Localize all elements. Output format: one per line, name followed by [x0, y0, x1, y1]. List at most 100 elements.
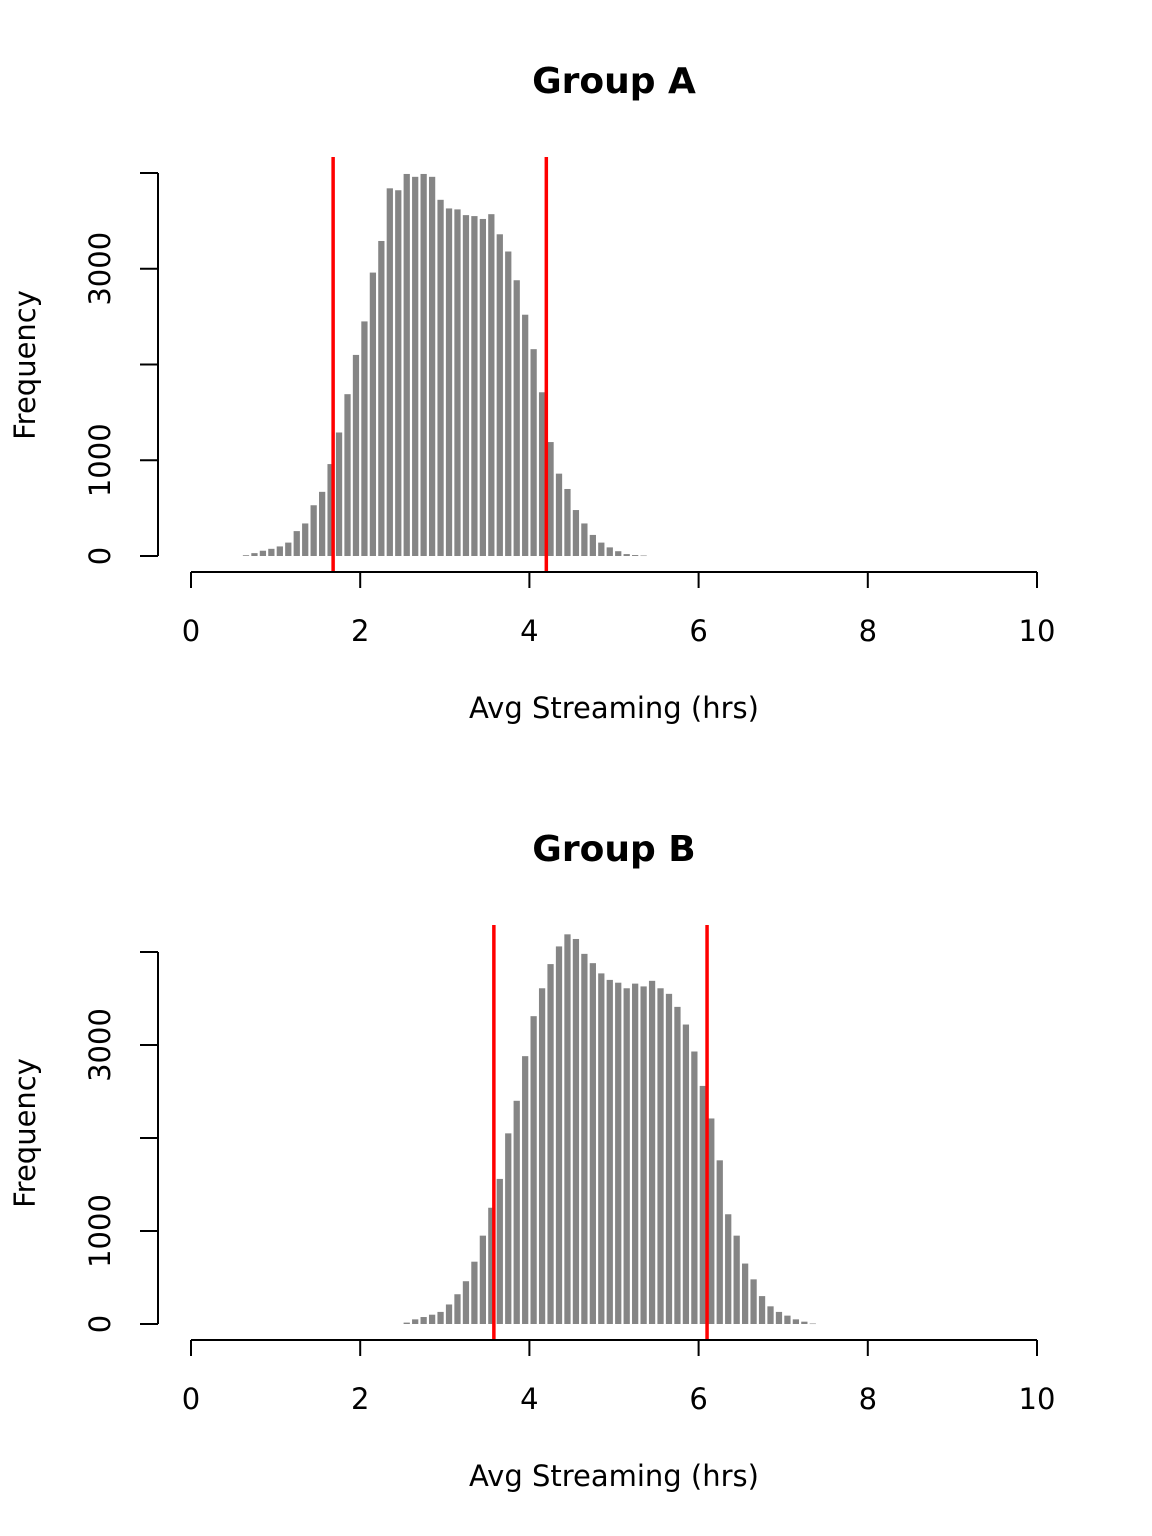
histogram-bar — [310, 505, 317, 556]
histogram-bar — [412, 1319, 419, 1324]
histogram-bar — [505, 1133, 512, 1324]
histogram-bar — [665, 993, 673, 1324]
y-tick-label: 1000 — [83, 423, 117, 497]
histogram-bar — [632, 983, 639, 1324]
histogram-bar — [335, 432, 343, 556]
histogram-bar — [538, 392, 546, 556]
histogram-bar — [623, 554, 630, 556]
histogram-bar — [259, 550, 267, 556]
x-tick-label: 0 — [182, 1382, 200, 1416]
x-tick-label: 8 — [859, 614, 877, 648]
histogram-bar — [742, 1263, 749, 1324]
x-axis-label: Avg Streaming (hrs) — [469, 1459, 759, 1493]
histogram-bar — [471, 1261, 478, 1324]
histogram-bar — [674, 1006, 681, 1324]
histogram-bar — [462, 215, 470, 556]
histogram-bar — [725, 1214, 732, 1324]
histogram-bar — [682, 1024, 690, 1324]
histogram-bar — [632, 555, 639, 556]
histogram-bar — [302, 523, 309, 556]
histogram-bar — [479, 218, 486, 556]
histogram-bar — [437, 1311, 444, 1324]
histogram-panel-group-b: Group B 0 2 4 6 8 10 0 1000 3000 Avg Streaming … — [8, 829, 1055, 1493]
histogram-bar — [403, 173, 410, 556]
y-axis: 0 1000 3000 — [83, 172, 159, 565]
y-tick-label: 3000 — [83, 1008, 117, 1082]
histogram-bar — [369, 272, 377, 556]
histogram-bar — [522, 1056, 529, 1324]
histogram-bar — [615, 982, 622, 1324]
histogram-bars — [403, 934, 816, 1325]
histogram-bar — [606, 547, 613, 556]
histogram-bar — [471, 216, 478, 556]
histogram-bar — [420, 1317, 427, 1324]
histogram-bar — [733, 1235, 740, 1324]
x-tick-label: 10 — [1019, 1382, 1056, 1416]
x-tick-label: 4 — [520, 1382, 538, 1416]
histogram-bar — [598, 973, 605, 1324]
histogram-bar — [775, 1311, 783, 1324]
x-tick-label: 8 — [859, 1382, 877, 1416]
histogram-bar — [708, 1118, 715, 1324]
x-tick-label: 2 — [351, 614, 369, 648]
histogram-bars — [242, 173, 647, 557]
histogram-bar — [640, 986, 647, 1324]
histogram-bar — [319, 491, 326, 556]
histogram-bar — [420, 173, 427, 556]
histogram-panel-group-a: Group A 0 2 4 6 8 10 0 1000 3000 Avg Streaming … — [8, 61, 1055, 725]
histogram-bar — [572, 510, 580, 556]
histogram-bar — [589, 534, 596, 556]
histogram-bar — [623, 988, 630, 1324]
y-tick-label: 0 — [83, 1315, 117, 1333]
y-tick-label: 1000 — [83, 1194, 117, 1268]
histogram-bar — [268, 548, 275, 556]
x-tick-label: 10 — [1019, 614, 1056, 648]
histogram-bar — [530, 1016, 537, 1324]
histogram-bar — [572, 938, 580, 1324]
histogram-bar — [505, 251, 512, 556]
histogram-bar — [750, 1279, 757, 1324]
histogram-bar — [547, 964, 554, 1324]
histogram-bar — [428, 1314, 436, 1324]
histogram-bar — [488, 1207, 495, 1324]
histogram-bar — [530, 349, 537, 556]
histogram-bar — [454, 209, 461, 556]
y-axis: 0 1000 3000 — [83, 951, 159, 1333]
histogram-bar — [513, 1100, 520, 1324]
histogram-bar — [767, 1306, 774, 1324]
histogram-bar — [809, 1323, 816, 1325]
histogram-bar — [454, 1294, 461, 1324]
histogram-bar — [555, 473, 563, 556]
histogram-bar — [547, 442, 554, 556]
histogram-bar — [513, 280, 520, 556]
histogram-bar — [479, 1235, 486, 1324]
histogram-bar — [598, 542, 605, 556]
histogram-bar — [792, 1319, 800, 1324]
reference-lines — [492, 925, 709, 1340]
histogram-bar — [538, 988, 546, 1324]
histogram-bar — [445, 208, 453, 556]
histogram-bar — [412, 176, 419, 556]
histogram-bar — [657, 988, 664, 1324]
histogram-bar — [589, 963, 596, 1324]
histogram-bar — [564, 934, 571, 1324]
histogram-bar — [691, 1051, 698, 1324]
histogram-bar — [293, 531, 300, 556]
histogram-bar — [606, 979, 613, 1324]
x-axis: 0 2 4 6 8 10 — [182, 1339, 1056, 1416]
y-axis-label: Frequency — [8, 1058, 42, 1208]
x-tick-label: 0 — [182, 614, 200, 648]
histogram-bar — [496, 234, 503, 556]
histogram-bar — [758, 1296, 766, 1324]
histogram-bar — [428, 176, 436, 556]
histogram-bar — [403, 1322, 410, 1324]
histogram-bar — [327, 464, 334, 556]
x-axis-label: Avg Streaming (hrs) — [469, 691, 759, 725]
x-tick-label: 4 — [520, 614, 538, 648]
y-axis-label: Frequency — [8, 290, 42, 440]
histogram-bar — [581, 523, 588, 556]
histogram-bar — [378, 240, 385, 557]
histogram-bar — [242, 555, 250, 556]
histogram-bar — [352, 354, 360, 556]
